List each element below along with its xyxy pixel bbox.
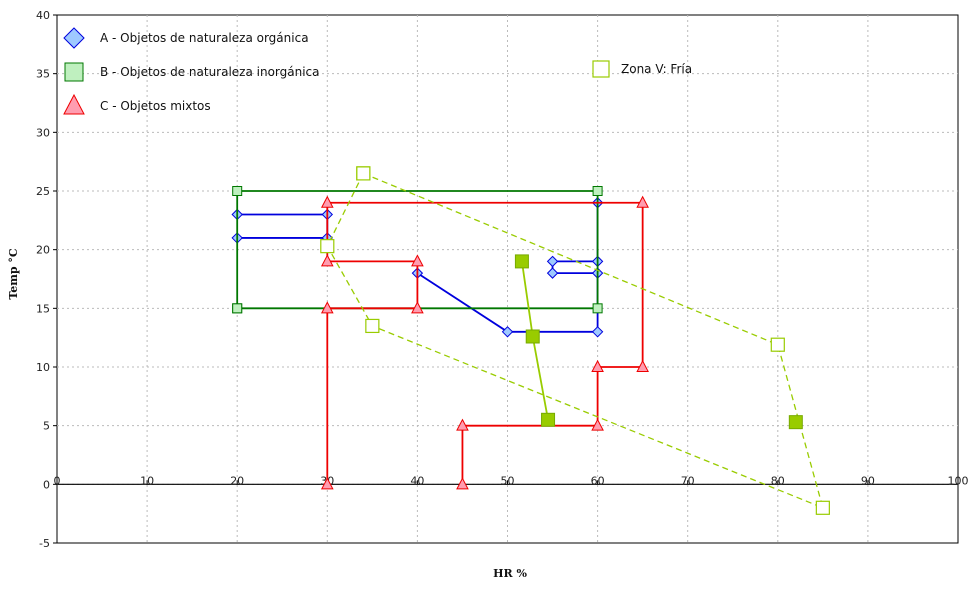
plot-area — [56, 14, 959, 544]
x-tick-label-8: 80 — [771, 474, 785, 487]
legend-label-1: B - Objetos de naturaleza inorgánica — [100, 65, 320, 79]
series-0-point-1-2 — [591, 326, 604, 338]
grid — [56, 14, 959, 544]
y-tick-label-1: 0 — [43, 478, 50, 491]
x-tick-label-4: 40 — [410, 474, 424, 487]
y-tick-label-5: 20 — [36, 244, 50, 257]
x-tick-label-7: 70 — [681, 474, 695, 487]
y-tick-label-2: 5 — [43, 420, 50, 433]
series-0-point-1-4 — [546, 267, 559, 279]
series-0-line-1 — [416, 202, 599, 333]
y-tick-label-6: 25 — [36, 185, 50, 198]
series-1-point-0-2 — [592, 186, 603, 196]
series-2-point-0-11 — [456, 477, 469, 490]
legend-marker-3 — [592, 60, 610, 78]
x-axis-title: HR % — [493, 567, 527, 580]
y-tick-label-4: 15 — [36, 302, 50, 315]
y-tick-label-9: 40 — [36, 9, 50, 22]
series-0-point-1-1 — [501, 326, 514, 338]
series-2 — [320, 195, 649, 490]
y-tick-label-0: -5 — [39, 537, 50, 550]
series-2-point-0-4 — [320, 254, 334, 267]
series-3-point-0-5 — [356, 166, 371, 181]
series-4 — [514, 254, 803, 430]
series-layer — [231, 166, 830, 515]
series-4-point-0-2 — [541, 412, 556, 427]
series-2-point-0-3 — [411, 254, 424, 267]
series-4-point-1-0 — [788, 415, 803, 430]
series-1-point-0-3 — [592, 303, 603, 314]
x-tick-label-10: 100 — [948, 474, 969, 487]
series-2-line-0 — [326, 201, 644, 485]
legend-label-0: A - Objetos de naturaleza orgánica — [100, 31, 309, 45]
y-tick-label-7: 30 — [36, 126, 50, 139]
x-tick-label-1: 10 — [140, 474, 154, 487]
legend-marker-2 — [63, 93, 85, 115]
legend-marker-1 — [64, 62, 84, 82]
x-tick-label-6: 60 — [591, 474, 605, 487]
series-2-point-0-9 — [591, 418, 604, 431]
series-2-point-0-2 — [411, 301, 424, 314]
series-1-point-0-1 — [232, 186, 243, 196]
series-3-point-0-1 — [770, 337, 785, 352]
series-2-point-0-6 — [636, 195, 649, 208]
series-0-point-1-5 — [546, 255, 559, 268]
series-1-point-0-4 — [232, 303, 243, 314]
series-2-point-0-8 — [591, 359, 604, 372]
x-tick-label-0: 0 — [54, 474, 61, 487]
series-3 — [320, 166, 830, 515]
x-tick-label-5: 50 — [501, 474, 515, 487]
series-3-point-0-4 — [320, 239, 335, 254]
series-2-point-0-1 — [320, 301, 334, 314]
series-3-line-0 — [326, 172, 824, 509]
series-3-point-0-2 — [815, 500, 830, 515]
y-axis-title: Temp °C — [7, 248, 20, 300]
x-tick-label-9: 90 — [861, 474, 875, 487]
series-3-point-0-3 — [365, 318, 380, 334]
series-2-point-0-10 — [456, 418, 469, 431]
series-4-point-0-0 — [514, 254, 529, 269]
x-tick-label-2: 20 — [230, 474, 244, 487]
legend-label-2: C - Objetos mixtos — [100, 99, 211, 113]
y-tick-label-3: 10 — [36, 361, 50, 374]
series-2-point-0-7 — [636, 359, 649, 372]
y-tick-label-8: 35 — [36, 68, 50, 81]
series-2-point-0-5 — [320, 195, 334, 208]
legend-label-3: Zona V: Fría — [621, 62, 692, 76]
legend: A - Objetos de naturaleza orgánica B - Ob… — [63, 27, 692, 115]
series-2-point-0-0 — [320, 477, 334, 490]
series-4-point-0-1 — [525, 329, 540, 344]
series-1 — [232, 186, 603, 314]
legend-marker-0 — [63, 27, 85, 49]
